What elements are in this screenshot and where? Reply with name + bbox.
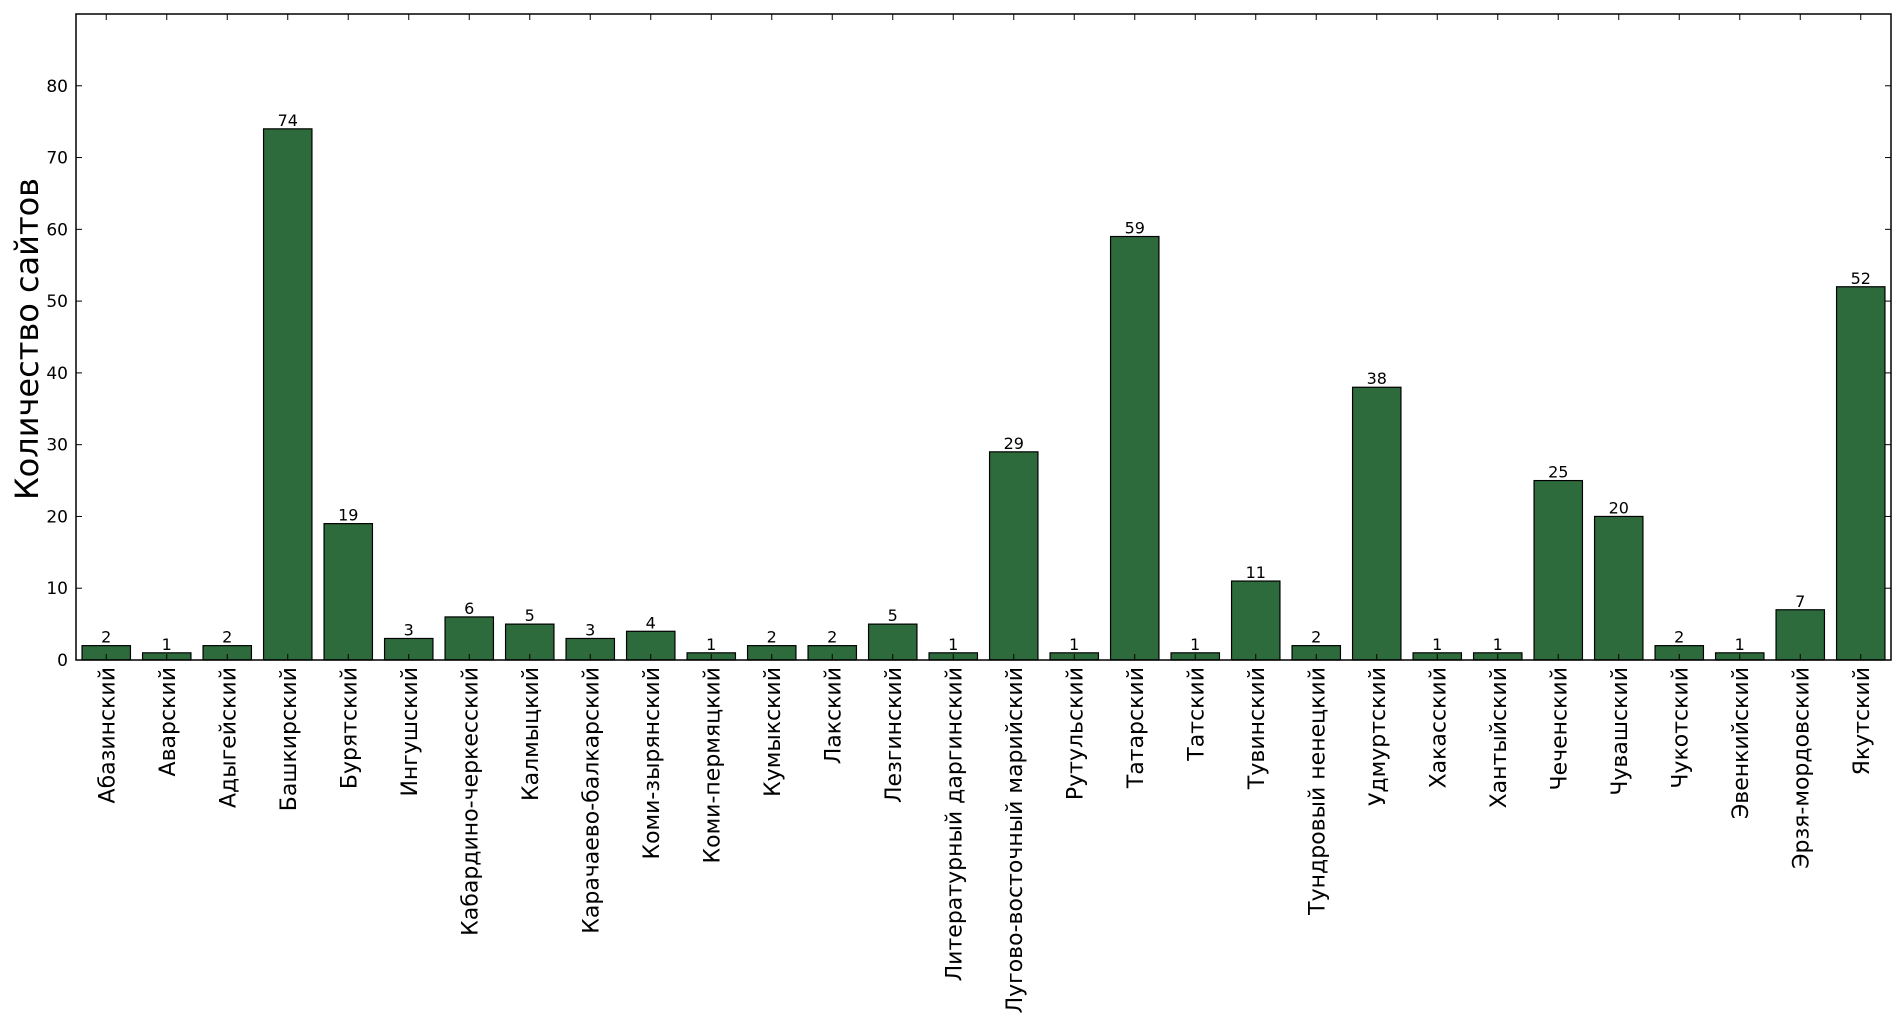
bar (1775, 609, 1826, 661)
bar-value-label: 1 (1069, 635, 1079, 654)
x-tick-label: Адыгейский (216, 667, 241, 808)
x-tick-label: Рутульский (1063, 667, 1088, 800)
bar-value-label: 2 (222, 628, 232, 647)
bar-value-label: 38 (1367, 369, 1387, 388)
axis-ticks: 0 10 20 30 40 50 60 70 80 (46, 14, 1891, 671)
plot-area-frame (75, 13, 1892, 661)
bar-value-label: 6 (464, 599, 474, 618)
bar-value-label: 2 (101, 628, 111, 647)
x-tick-label: Хакасский (1426, 667, 1451, 788)
x-tick-label: Татарский (1124, 667, 1149, 789)
y-tick-label: 20 (46, 507, 68, 527)
bar-value-label: 1 (162, 635, 172, 654)
x-tick-label: Абазинский (95, 667, 120, 803)
category-labels: Абазинский Аварский Адыгейский Башкирский Бу… (95, 667, 1875, 1013)
x-tick-label: Ингушский (398, 667, 423, 797)
bar-value-label: 1 (1190, 635, 1200, 654)
x-tick-label: Бурятский (337, 667, 362, 789)
bar (323, 523, 374, 661)
bar-value-label: 20 (1609, 498, 1629, 517)
x-tick-label: Лакский (821, 667, 846, 764)
bar (988, 451, 1039, 661)
y-tick-label: 0 (57, 651, 68, 671)
bar (1593, 515, 1644, 661)
y-axis-label: Количество сайтов (8, 178, 46, 500)
bar-value-label: 25 (1548, 463, 1568, 482)
x-tick-label: Аварский (156, 667, 181, 776)
bar-value-label: 59 (1125, 219, 1145, 238)
bar-value-label: 2 (1311, 628, 1321, 647)
bar-value-label: 52 (1851, 269, 1871, 288)
x-tick-label: Удмуртский (1366, 667, 1391, 806)
bar (262, 128, 313, 661)
bar-value-label: 11 (1246, 563, 1266, 582)
x-tick-label: Коми-зырянский (640, 667, 665, 860)
bar-value-label: 19 (338, 506, 358, 525)
bar-value-label: 1 (1735, 635, 1745, 654)
y-tick-label: 10 (46, 579, 68, 599)
x-tick-label: Коми-пермяцкий (700, 667, 725, 864)
bar-value-label: 7 (1795, 592, 1805, 611)
x-tick-label: Кабардино-черкесский (458, 667, 483, 936)
bar (1835, 286, 1886, 661)
bar-value-label: 2 (1674, 628, 1684, 647)
y-tick-label: 50 (46, 292, 68, 312)
bar-value-label: 2 (827, 628, 837, 647)
x-tick-label: Кумыкский (761, 667, 786, 797)
bar (1351, 386, 1402, 661)
bar-value-label: 4 (646, 613, 656, 632)
y-tick-label: 60 (46, 220, 68, 240)
bar-value-label: 29 (1004, 434, 1024, 453)
x-tick-label: Эрзя-мордовский (1789, 667, 1814, 869)
x-tick-label: Башкирский (277, 667, 302, 811)
x-tick-label: Эвенкийский (1729, 667, 1754, 819)
bar (1533, 479, 1584, 661)
x-tick-label: Чеченский (1547, 667, 1572, 791)
y-tick-label: 30 (46, 436, 68, 456)
bar-value-label: 5 (888, 606, 898, 625)
x-tick-label: Якутский (1850, 667, 1875, 775)
x-tick-label: Чувашский (1608, 667, 1633, 796)
bar-value-label: 3 (404, 620, 414, 639)
x-tick-label: Чукотский (1668, 667, 1693, 789)
bar-value-label: 2 (767, 628, 777, 647)
x-tick-label: Калмыцкий (519, 667, 544, 801)
bar-value-label: 5 (525, 606, 535, 625)
x-tick-label: Тувинский (1245, 667, 1270, 790)
bar-value-label: 1 (948, 635, 958, 654)
bar-value-label: 1 (706, 635, 716, 654)
x-tick-label: Лугово-восточный марийский (1003, 667, 1028, 1013)
y-tick-label: 40 (46, 364, 68, 384)
x-tick-label: Карачаево-балкарский (579, 667, 604, 934)
y-tick-label: 80 (46, 77, 68, 97)
bar-value-label: 1 (1493, 635, 1503, 654)
x-tick-label: Лезгинский (882, 667, 907, 803)
x-tick-label: Литературный даргинский (942, 667, 967, 981)
bar (867, 623, 918, 661)
y-tick-label: 70 (46, 149, 68, 169)
bar-value-label: 3 (585, 620, 595, 639)
bar (444, 616, 495, 661)
x-tick-label: Татский (1184, 667, 1209, 762)
x-tick-label: Тундровый ненецкий (1305, 667, 1330, 916)
x-tick-label: Хантыйский (1487, 667, 1512, 808)
bar (1230, 580, 1281, 661)
bar (1109, 235, 1160, 661)
bar-value-label: 74 (278, 111, 298, 130)
bars-layer (81, 128, 1886, 661)
bar-value-label: 1 (1432, 635, 1442, 654)
